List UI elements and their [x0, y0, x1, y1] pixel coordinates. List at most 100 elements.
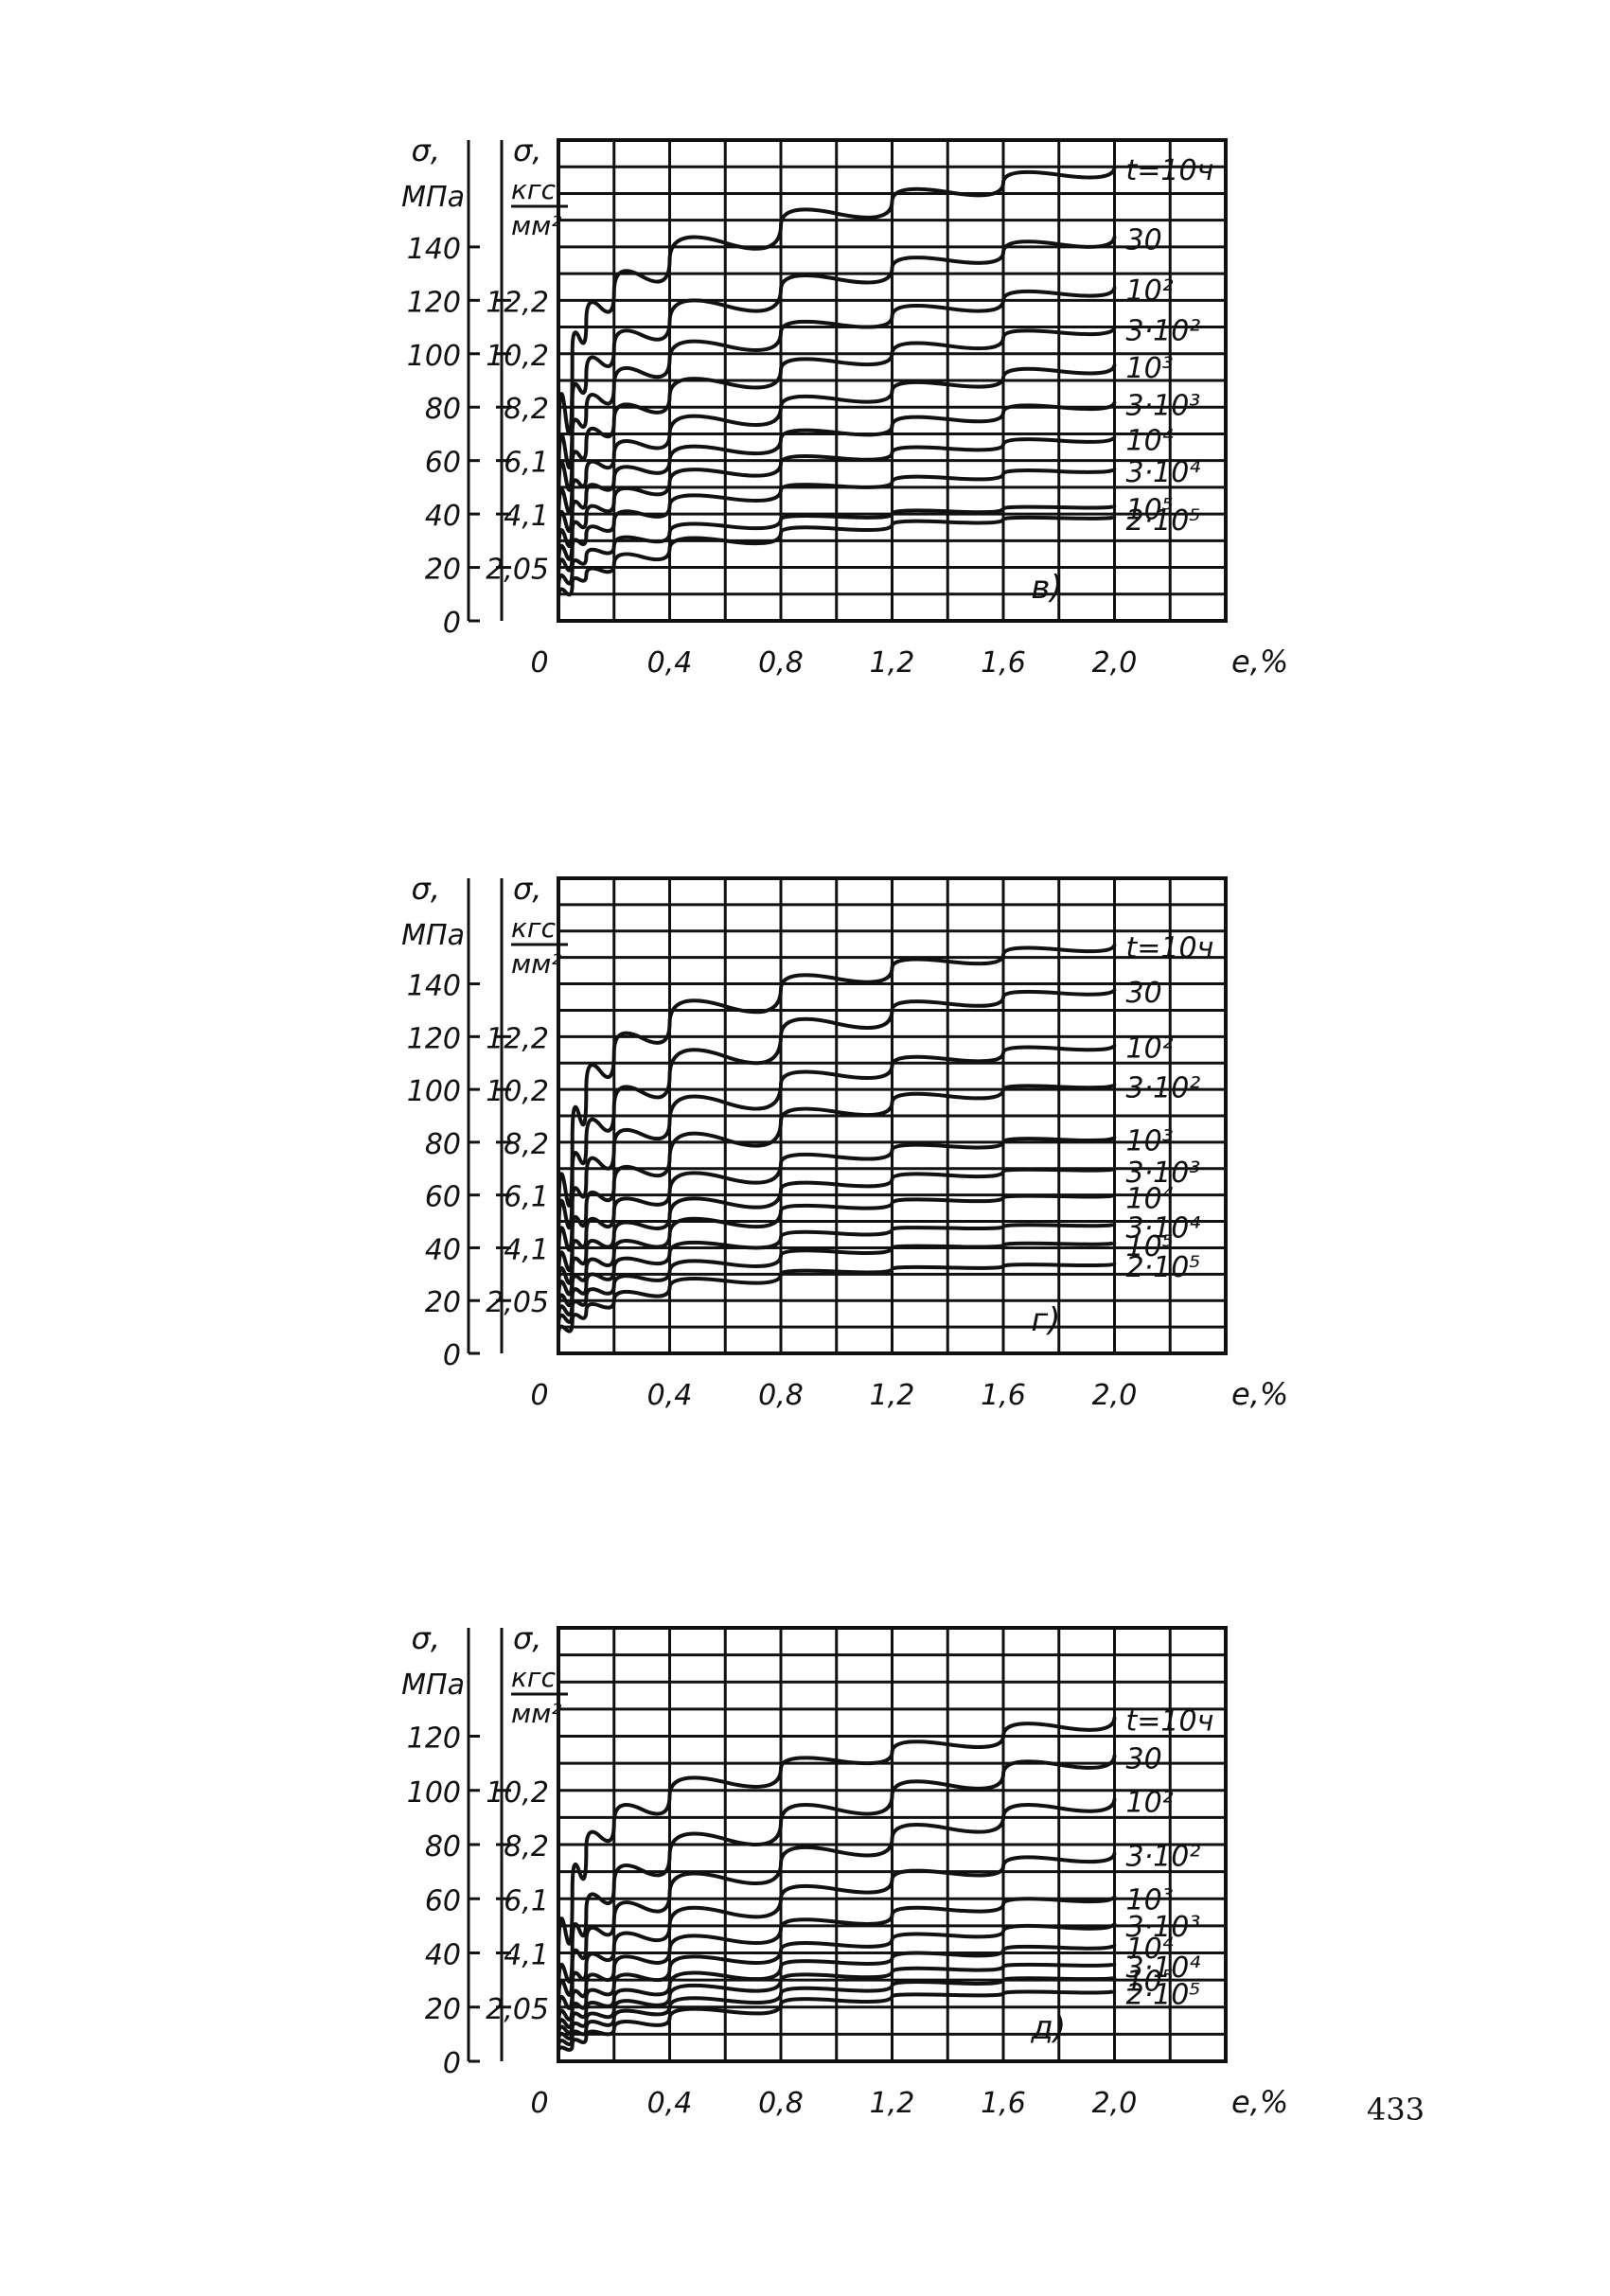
- plot-frame: [557, 138, 1228, 623]
- series-label: t=10ч: [1126, 1704, 1214, 1738]
- panel-label: г): [1031, 1301, 1060, 1339]
- series-line: [557, 1895, 1117, 2029]
- series-line: [557, 467, 1117, 582]
- series-label: 30: [1126, 1743, 1162, 1776]
- x-tick-label: 1,6: [981, 1379, 1026, 1412]
- series-label: 3·10²: [1126, 1072, 1201, 1105]
- series-label: 10⁴: [1126, 1933, 1174, 1966]
- x-tick-label: 0: [530, 646, 548, 680]
- series-line: [557, 236, 1117, 501]
- plot-frame: [557, 1626, 1228, 2063]
- series-label: 10²: [1126, 1786, 1174, 1819]
- left-axis-tick-label: 40: [425, 500, 461, 533]
- x-axis-label: e,%: [1231, 644, 1288, 680]
- kgs-axis-tick-label: 2,05: [486, 554, 549, 587]
- series-line: [557, 1943, 1117, 2040]
- series-label: 3·10³: [1126, 390, 1201, 423]
- series-line: [557, 1222, 1117, 1323]
- kgs-axis-unit-denominator: мм²: [511, 210, 561, 241]
- panel-label: д): [1030, 2009, 1066, 2047]
- x-tick-label: 1,6: [981, 646, 1026, 680]
- series-label: 3·10²: [1126, 1841, 1201, 1874]
- kgs-axis-tick-label: 12,2: [486, 1022, 549, 1055]
- x-tick-label: 2,0: [1092, 2087, 1138, 2120]
- series-line: [557, 1192, 1117, 1316]
- series-line: [557, 1240, 1117, 1329]
- x-tick-label: 0,8: [758, 2087, 804, 2120]
- kgs-axis-tick-label: 12,2: [486, 286, 549, 319]
- series-label: 10⁵: [1126, 1230, 1174, 1263]
- series-label: 2·10⁵: [1126, 504, 1201, 538]
- left-axis-tick-label: 100: [407, 340, 461, 373]
- series-label: 10⁴: [1126, 424, 1174, 457]
- left-axis-tick-label: 80: [425, 393, 461, 426]
- series-label: 30: [1126, 977, 1162, 1010]
- series-line: [557, 326, 1117, 536]
- left-axis-tick-label: 20: [425, 1286, 461, 1319]
- left-axis-tick-label: 0: [443, 607, 461, 640]
- kgs-axis-tick-label: 4,1: [504, 1939, 549, 1972]
- x-tick-label: 1,2: [870, 646, 915, 680]
- series-label: 10⁴: [1126, 1183, 1174, 1216]
- series-label: 3·10²: [1126, 315, 1201, 348]
- left-axis-tick-label: 100: [407, 1776, 461, 1810]
- series-line: [557, 1988, 1117, 2053]
- series-label: 3·10⁴: [1126, 456, 1201, 489]
- kgs-axis-tick-label: 10,2: [486, 1075, 549, 1108]
- kgs-axis-tick-label: 6,1: [504, 1884, 549, 1917]
- panel-label: в): [1031, 569, 1062, 607]
- plot-frame: [557, 876, 1228, 1355]
- kgs-axis-tick-label: 6,1: [504, 447, 549, 480]
- kgs-axis-label: σ,: [513, 132, 541, 168]
- kgs-axis-tick-label: 8,2: [504, 393, 549, 426]
- x-tick-label: 1,2: [870, 1379, 915, 1412]
- x-tick-label: 0,4: [647, 1379, 693, 1412]
- x-tick-label: 0: [530, 1379, 548, 1412]
- series-line: [557, 1961, 1117, 2044]
- series-line: [557, 435, 1117, 573]
- x-tick-label: 0,8: [758, 1379, 804, 1412]
- kgs-axis-tick-label: 4,1: [504, 500, 549, 533]
- series-line: [557, 1136, 1117, 1298]
- left-axis-unit: МПа: [401, 919, 465, 952]
- left-axis-tick-label: 120: [407, 286, 461, 319]
- kgs-axis-unit-denominator: мм²: [511, 948, 561, 980]
- left-axis-tick-label: 80: [425, 1128, 461, 1161]
- series-label: 10²: [1126, 274, 1174, 308]
- x-tick-label: 2,0: [1092, 1379, 1138, 1412]
- series-label: 30: [1126, 224, 1162, 257]
- series-label: t=10ч: [1126, 154, 1214, 187]
- left-axis-tick-label: 80: [425, 1830, 461, 1863]
- kgs-axis-unit-numerator: кгс: [511, 912, 557, 944]
- kgs-axis-unit-denominator: мм²: [511, 1698, 561, 1729]
- left-axis-tick-label: 40: [425, 1233, 461, 1266]
- series-line: [557, 1975, 1117, 2048]
- series-line: [557, 988, 1117, 1255]
- series-label: 3·10³: [1126, 1157, 1201, 1190]
- series-line: [557, 286, 1117, 519]
- series-label: 10³: [1126, 1124, 1174, 1157]
- kgs-axis-tick-label: 10,2: [486, 1776, 549, 1810]
- x-tick-label: 1,6: [981, 2087, 1026, 2120]
- series-line: [557, 944, 1117, 1238]
- left-axis-tick-label: 140: [407, 233, 461, 266]
- kgs-axis-unit-numerator: кгс: [511, 174, 557, 205]
- series-label: 10²: [1126, 1033, 1174, 1066]
- series-label: 10⁵: [1126, 494, 1174, 527]
- x-axis-label: e,%: [1231, 2084, 1288, 2120]
- left-axis-tick-label: 120: [407, 1022, 461, 1055]
- left-axis-tick-label: 60: [425, 1181, 461, 1214]
- left-axis-tick-label: 0: [443, 2047, 461, 2080]
- x-tick-label: 0,8: [758, 646, 804, 680]
- x-axis-label: e,%: [1231, 1376, 1288, 1412]
- x-tick-label: 2,0: [1092, 646, 1138, 680]
- series-label: 10³: [1126, 352, 1174, 385]
- series-line: [557, 363, 1117, 551]
- series-line: [557, 503, 1117, 592]
- series-line: [557, 1755, 1117, 1999]
- x-tick-label: 0,4: [647, 646, 693, 680]
